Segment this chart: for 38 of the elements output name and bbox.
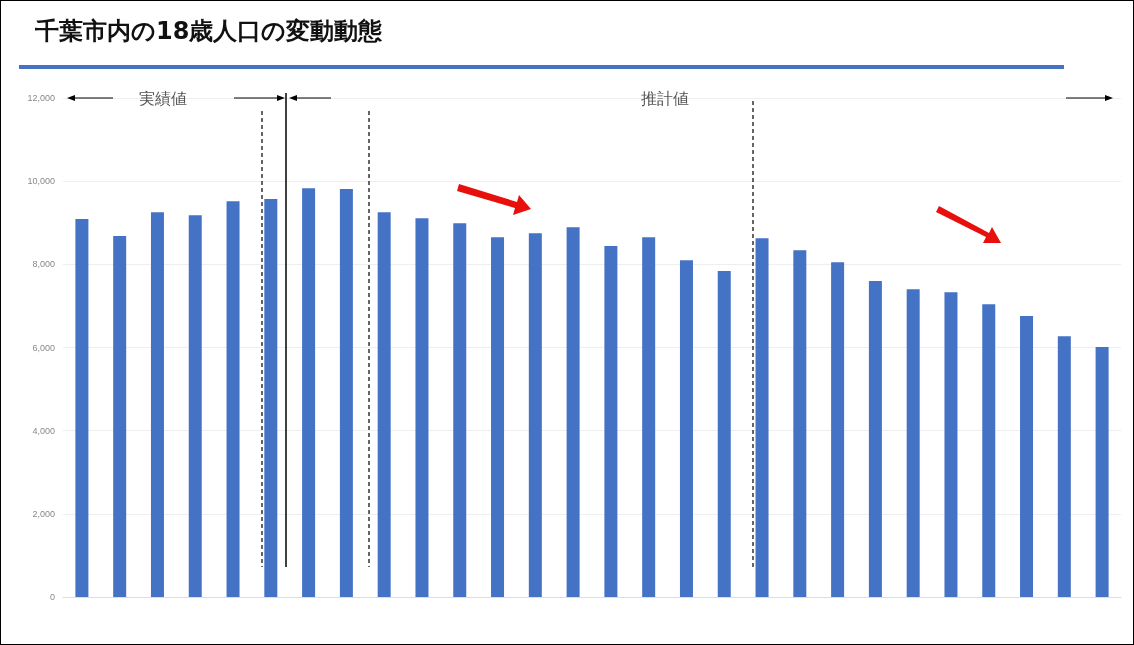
bar [453,223,467,597]
bar [264,199,278,597]
bar [528,233,542,597]
bar [302,188,316,597]
bar [491,237,505,597]
bar [339,189,353,597]
bar [982,304,996,597]
bar [755,238,769,597]
y-tick-label: 8,000 [32,259,55,270]
annotation: 実績値 [139,89,187,110]
bar [679,260,693,597]
y-tick-label: 0 [49,592,55,602]
bar [113,236,127,597]
bar [1020,315,1034,597]
y-tick-label: 4,000 [32,425,55,436]
bar [831,262,845,597]
bar [604,246,618,597]
bar [188,215,202,597]
bar [415,218,429,597]
bar [642,237,656,597]
bar [377,212,391,597]
y-tick-label: 6,000 [32,342,55,353]
y-tick-label: 2,000 [32,508,55,519]
y-tick-label: 12,000 [27,93,55,103]
bar [944,292,958,597]
bar [793,250,807,597]
bar [75,219,89,597]
y-tick-label: 10,000 [27,176,55,187]
bar [226,201,240,597]
bar [1057,336,1071,597]
bar [906,289,920,597]
bar [150,212,164,597]
bar [717,270,731,597]
bar [1095,347,1109,597]
chart-title: 千葉市内の18歳人口の変動動態 [35,16,383,47]
annotation: 推計値 [641,89,689,110]
bar [566,227,580,597]
bar [868,280,882,597]
